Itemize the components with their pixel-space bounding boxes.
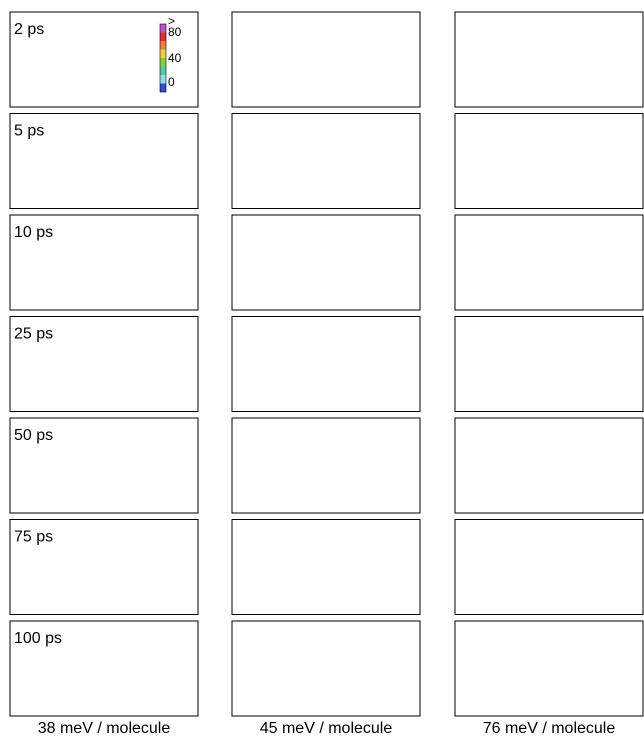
column-label: 38 meV / molecule bbox=[38, 720, 171, 737]
panel-frame bbox=[232, 621, 420, 716]
row-label: 10 ps bbox=[14, 224, 53, 241]
panel-frame bbox=[232, 215, 420, 310]
panel-frame bbox=[455, 114, 643, 209]
panel-frame bbox=[232, 418, 420, 513]
panel-frame bbox=[232, 114, 420, 209]
colorbar-segment bbox=[160, 33, 166, 42]
panel-frame bbox=[232, 12, 420, 107]
column-label: 76 meV / molecule bbox=[483, 720, 616, 737]
panel-frame bbox=[455, 317, 643, 412]
molecule bbox=[451, 689, 453, 691]
panel-frame bbox=[455, 12, 643, 107]
colorbar-segment bbox=[160, 67, 166, 76]
colorbar-segment bbox=[160, 50, 166, 59]
colorbar-label: 80 bbox=[168, 25, 182, 39]
row-label: 50 ps bbox=[14, 427, 53, 444]
colorbar-segment bbox=[160, 58, 166, 67]
colorbar-segment bbox=[160, 75, 166, 84]
row-label: 75 ps bbox=[14, 529, 53, 546]
panel-frame bbox=[455, 621, 643, 716]
panel-frame bbox=[455, 520, 643, 615]
molecule bbox=[450, 690, 452, 692]
colorbar-label: 0 bbox=[168, 75, 175, 89]
colorbar-label: 40 bbox=[168, 51, 182, 65]
molecule bbox=[452, 684, 454, 686]
colorbar-segment bbox=[160, 24, 166, 33]
panel-frame bbox=[455, 418, 643, 513]
panel-frame bbox=[455, 215, 643, 310]
panel-frame bbox=[232, 317, 420, 412]
colorbar-segment bbox=[160, 84, 166, 93]
figure: 2 ps 5 ps 10 ps 25 ps 50 ps 75 ps 100 ps 38 meV… bbox=[0, 0, 644, 737]
molecule bbox=[451, 690, 453, 692]
panel-frame bbox=[232, 520, 420, 615]
row-label: 100 ps bbox=[14, 630, 62, 647]
colorbar-segment bbox=[160, 41, 166, 50]
row-label: 25 ps bbox=[14, 326, 53, 343]
column-label: 45 meV / molecule bbox=[260, 720, 393, 737]
row-label: 2 ps bbox=[14, 21, 44, 38]
row-label: 5 ps bbox=[14, 123, 44, 140]
